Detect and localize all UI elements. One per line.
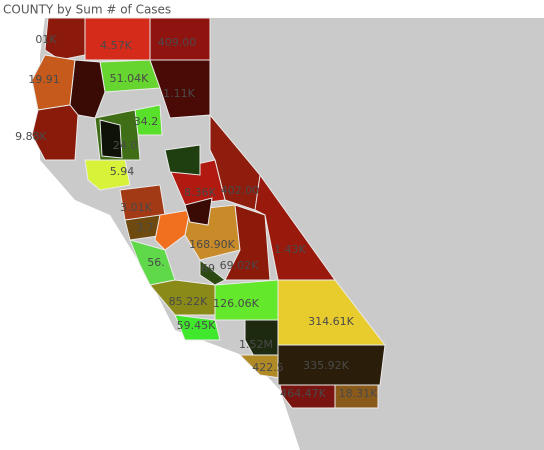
county-region xyxy=(84,159,131,191)
county-label: 335.92K xyxy=(303,359,349,372)
county-label: 464.47K xyxy=(280,387,326,400)
county-region xyxy=(224,204,271,281)
county-label: 1.11K xyxy=(163,87,195,100)
county-label: 3.01K xyxy=(120,201,152,214)
county-region xyxy=(149,59,211,119)
county-label: 51.04K xyxy=(110,72,149,85)
county-label: 314.61K xyxy=(308,315,354,328)
county-label: 69 xyxy=(201,262,215,275)
county-region xyxy=(334,384,379,409)
county-label: 1.43K xyxy=(274,243,306,256)
county-label: 8.36K xyxy=(184,186,216,199)
county-region xyxy=(99,119,123,159)
county-region xyxy=(154,209,191,251)
county-label: 56. xyxy=(147,256,165,269)
visual-title: COUNTY by Sum # of Cases xyxy=(3,3,171,17)
county-region xyxy=(184,197,213,226)
county-label: 9.88K xyxy=(15,130,47,143)
county-label: 59.45K xyxy=(177,319,216,332)
county-label: 85.22K xyxy=(169,295,208,308)
county-label: 01K xyxy=(35,33,57,46)
county-label: 422.5 xyxy=(252,361,284,374)
county-label: 4.57K xyxy=(100,39,132,52)
county-region xyxy=(174,314,221,341)
county-region xyxy=(279,384,336,409)
county-label: 18.31K xyxy=(339,387,378,400)
county-label: 24.0 xyxy=(113,139,138,152)
county-label: 3.7 xyxy=(136,221,154,234)
county-region xyxy=(277,344,386,386)
ocean xyxy=(0,18,300,450)
county-label: 402.00 xyxy=(221,184,260,197)
county-label: 19.91 xyxy=(28,73,60,86)
county-label: 5.94 xyxy=(110,165,135,178)
county-region xyxy=(164,144,201,176)
county-label: 1.52M xyxy=(239,338,273,351)
counties: 01K 4.57K 409.00 19.91 51.04K 1.11K 9.88K 34.2 2… xyxy=(15,17,387,409)
county-label: 126.06K xyxy=(213,297,259,310)
county-region xyxy=(31,104,79,161)
county-label: 409.00 xyxy=(158,36,197,49)
county-label: 34.2 xyxy=(134,115,159,128)
county-label: 168.90K xyxy=(189,238,235,251)
county-region xyxy=(44,17,86,61)
county-label: 69.02K xyxy=(220,259,259,272)
